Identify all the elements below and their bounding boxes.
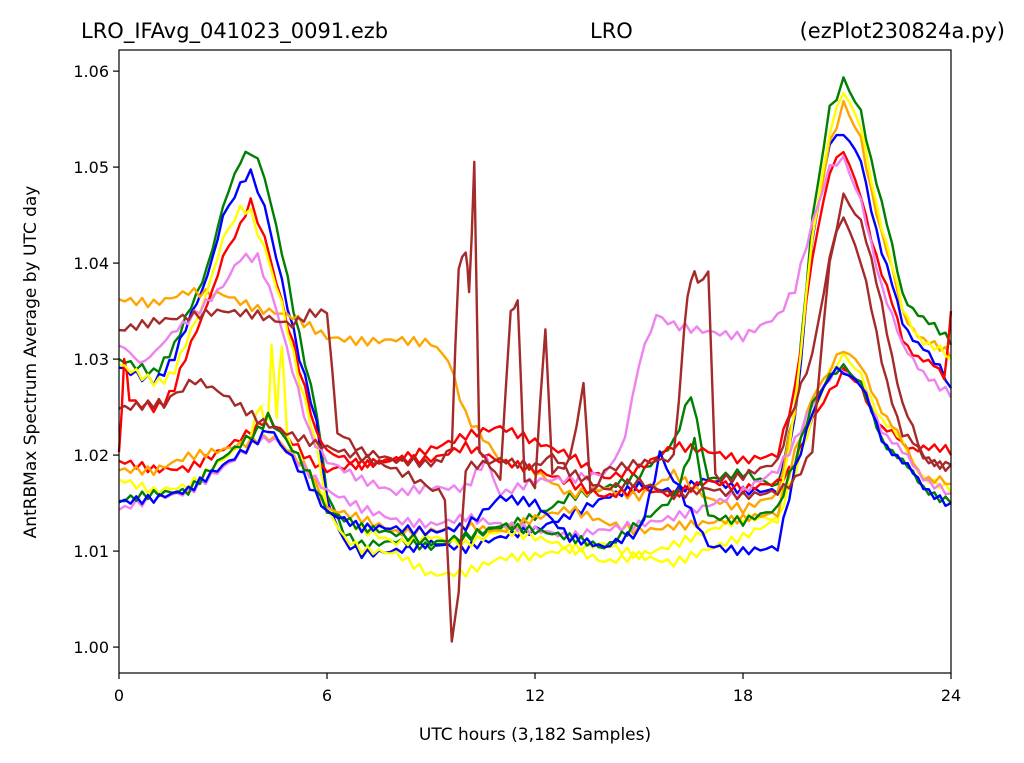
series-line-4 [117, 150, 953, 480]
y-tick-label: 1.01 [73, 542, 109, 561]
x-tick-label: 0 [114, 686, 124, 705]
chart-title-right: (ezPlot230824a.py) [800, 19, 1005, 43]
y-tick-label: 1.05 [73, 158, 109, 177]
y-tick-label: 1.02 [73, 446, 109, 465]
chart-title-left: LRO_IFAvg_041023_0091.ezb [81, 19, 388, 44]
chart-title-center: LRO [590, 19, 633, 43]
series-line-1 [118, 76, 953, 551]
x-tick-label: 12 [525, 686, 545, 705]
y-axis-label: AntRBMax Spectrum Average by UTC day [21, 186, 41, 539]
x-tick-label: 6 [322, 686, 332, 705]
plot-area [117, 76, 953, 643]
y-tick-label: 1.03 [73, 350, 109, 369]
x-axis-label: UTC hours (3,182 Samples) [419, 725, 651, 745]
x-tick-label: 18 [733, 686, 753, 705]
series-group [117, 76, 953, 643]
y-axis: 1.00 1.01 1.02 1.03 1.04 1.05 1.06 [73, 62, 119, 657]
series-line-14 [118, 216, 952, 643]
y-tick-label: 1.04 [73, 254, 109, 273]
x-tick-label: 24 [941, 686, 961, 705]
y-tick-label: 1.06 [73, 62, 109, 81]
x-axis: 0 6 12 18 24 [114, 673, 961, 705]
series-line-13 [118, 160, 952, 494]
y-tick-label: 1.00 [73, 638, 109, 657]
